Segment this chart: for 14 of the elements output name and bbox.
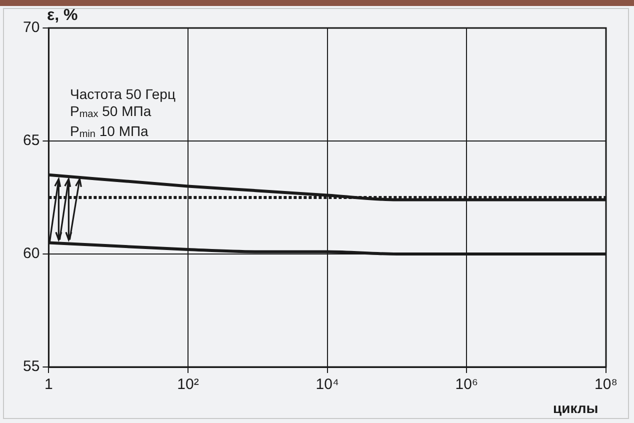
- annotation: P$_{min}$ 10 МПа: [70, 123, 148, 140]
- y-axis-title: ε, %: [47, 7, 78, 25]
- x-tick-label: 10⁶: [455, 376, 478, 394]
- annotation: P$_{max}$ 50 МПа: [70, 103, 152, 120]
- x-tick-label: 1: [44, 376, 53, 394]
- x-tick-label: 10²: [177, 376, 199, 394]
- x-tick-label: 10⁸: [594, 376, 618, 394]
- y-tick-label: 70: [22, 19, 40, 36]
- y-tick-label: 65: [22, 132, 40, 150]
- x-tick-label: 10⁴: [316, 376, 339, 394]
- annotation: Частота 50 Герц: [70, 86, 176, 102]
- x-axis-title: циклы: [553, 400, 598, 416]
- y-tick-label: 60: [22, 245, 40, 262]
- y-tick-label: 55: [22, 358, 40, 376]
